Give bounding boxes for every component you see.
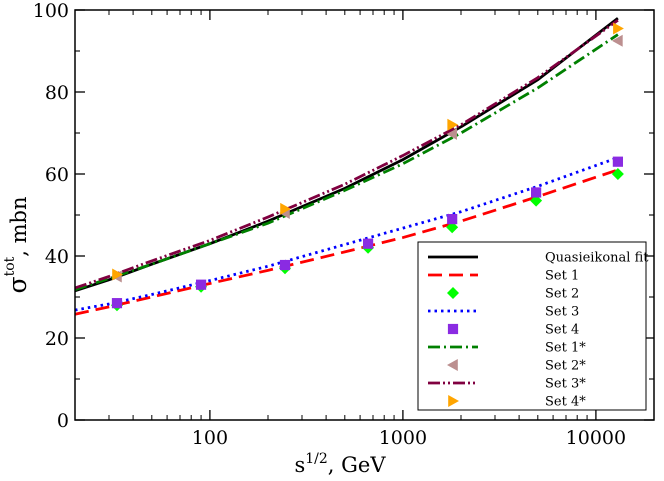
series-point-set-4	[279, 259, 291, 271]
x-tick-label: 100	[192, 427, 228, 449]
series-line-set-3-star	[74, 19, 619, 290]
legend-label-set-2-star: Set 2*	[545, 359, 586, 374]
legend-label-set-2: Set 2	[545, 287, 579, 302]
y-axis-title-unit: , mbn	[7, 197, 31, 257]
y-tick-label: 80	[45, 82, 69, 104]
x-axis-title-main: s	[294, 453, 305, 477]
x-axis-title: s1/2, GeV	[294, 451, 386, 477]
plot-area	[74, 17, 624, 316]
series-point-set-4	[362, 238, 374, 249]
y-axis-title: σtot, mbn	[2, 197, 32, 294]
legend-swatch-set-4-star	[448, 395, 459, 407]
x-axis-title-unit: , GeV	[328, 453, 387, 477]
x-tick-label: 1000	[379, 427, 427, 449]
legend-label-set-3: Set 3	[545, 305, 579, 320]
series-point-set-4	[531, 187, 542, 198]
series-point-set-2	[611, 168, 624, 180]
series-point-set-2	[446, 221, 459, 234]
y-axis-title-main: σ	[3, 276, 32, 293]
series-point-set-2	[530, 194, 543, 207]
plot-frame	[74, 9, 655, 421]
y-tick-label: 100	[33, 0, 69, 22]
series-point-set-4-star	[447, 118, 459, 131]
x-axis-title-sup: 1/2	[305, 451, 328, 467]
x-tick-label: 10000	[566, 427, 626, 449]
y-axis-title-sup: tot	[2, 256, 18, 276]
series-point-set-4-star	[112, 268, 123, 281]
series-point-set-2-star	[446, 127, 457, 140]
legend: Quasieikonal fit Set 1 Set 2 Set 3 Set 4 Set …	[417, 241, 649, 411]
y-tick-label: 20	[45, 328, 69, 350]
legend-label-set-1-star: Set 1*	[545, 341, 586, 356]
y-tick-label: 0	[57, 410, 69, 432]
legend-swatch-set-4	[447, 323, 459, 335]
series-line-quasieikonal-fit	[74, 17, 619, 293]
series-point-set-2-star	[611, 34, 623, 47]
legend-label-set-4-star: Set 4*	[545, 395, 586, 410]
series-point-set-4-star	[613, 22, 624, 35]
series-point-set-4	[447, 214, 458, 225]
series-point-set-4-star	[280, 202, 292, 215]
legend-swatch-set-2	[447, 287, 459, 299]
y-tick-label: 40	[45, 246, 69, 268]
legend-label-set-4: Set 4	[545, 323, 579, 338]
legend-label-set-1: Set 1	[545, 269, 579, 284]
legend-swatch-set-2-star	[447, 359, 458, 371]
series-line-set-1-star	[74, 33, 619, 291]
series-point-set-4	[195, 279, 207, 290]
series-line-set-1	[74, 168, 619, 316]
legend-label-quasieikonal-fit: Quasieikonal fit	[545, 251, 649, 266]
series-point-set-4	[612, 156, 623, 167]
y-tick-label: 60	[45, 164, 69, 186]
legend-label-set-3-star: Set 3*	[545, 377, 586, 392]
axis-ticks: 0 20 40 60 80 100 100 1000 10000	[33, 0, 654, 449]
series-point-set-4	[111, 298, 123, 309]
